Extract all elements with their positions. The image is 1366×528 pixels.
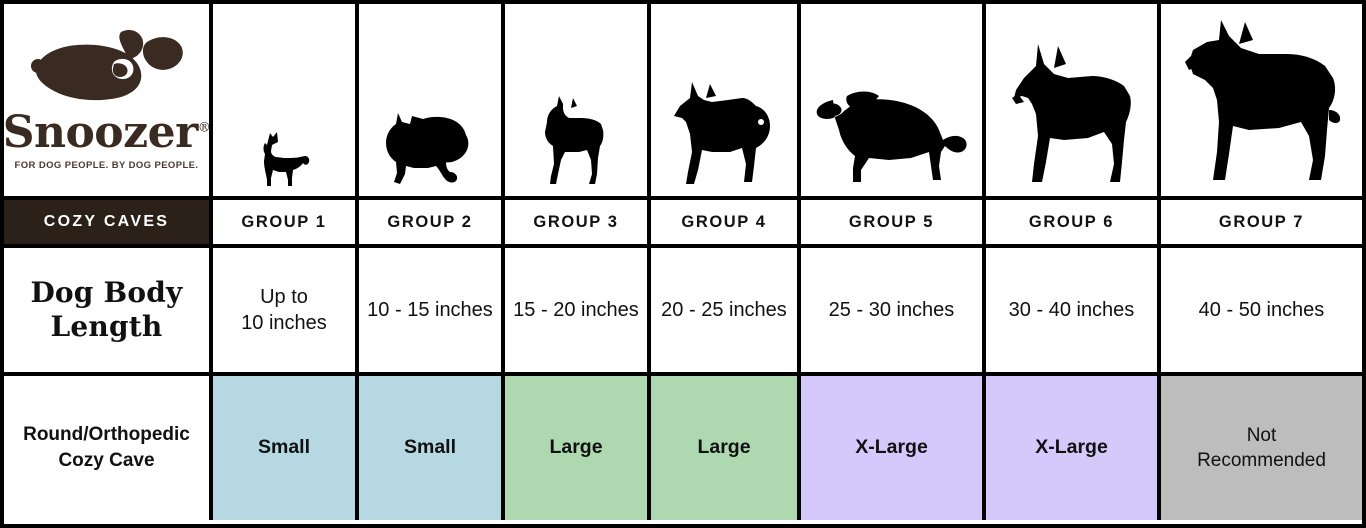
body-length-value-group-2: 10 - 15 inches — [359, 248, 505, 376]
row-label-round-orthopedic-cozy-cave: Round/Orthopedic Cozy Cave — [4, 376, 213, 520]
recommendation-value-group-1: Small — [257, 436, 311, 459]
recommendation-value-group-7-line1: Not — [1246, 424, 1277, 446]
cozy-cave-label-line2: Cozy Cave — [58, 450, 155, 471]
body-length-line1-group-2: 10 - 15 inches — [367, 298, 493, 321]
dog-silhouette-cell-group-3 — [505, 4, 651, 200]
dog-body-length-label-line1: Dog Body — [30, 275, 183, 309]
body-length-line1-group-6: 30 - 40 inches — [1008, 298, 1135, 321]
body-length-line1-group-7: 40 - 50 inches — [1198, 298, 1325, 321]
chihuahua-silhouette-icon — [256, 128, 312, 190]
product-line-label: COZY CAVES — [4, 200, 213, 248]
brand-wordmark-text: Snoozer — [4, 106, 198, 158]
size-chart-grid: Snoozer® FOR DOG PEOPLE. BY DOG PEOPLE. — [4, 4, 1362, 524]
body-length-line1-group-5: 25 - 30 inches — [828, 298, 955, 321]
recommendation-value-group-2: Small — [403, 436, 457, 459]
dog-silhouette-cell-group-2 — [359, 4, 505, 200]
recommendation-value-group-5: X-Large — [855, 436, 928, 459]
group-header-4: GROUP 4 — [651, 200, 801, 248]
great-dane-silhouette-icon — [1183, 18, 1341, 190]
snoozer-dog-logo-icon — [25, 26, 189, 109]
dog-body-length-label-line2: Length — [50, 310, 163, 343]
pomeranian-silhouette-icon — [384, 110, 476, 190]
body-length-line1-group-3: 15 - 20 inches — [513, 298, 639, 321]
group-header-3: GROUP 3 — [505, 200, 651, 248]
brand-logo-cell: Snoozer® FOR DOG PEOPLE. BY DOG PEOPLE. — [4, 4, 213, 200]
body-length-value-group-5: 25 - 30 inches — [801, 248, 986, 376]
group-header-5: GROUP 5 — [801, 200, 986, 248]
recommendation-value-group-4: Large — [697, 436, 751, 459]
body-length-value-group-1: Up to 10 inches — [213, 248, 359, 376]
group-header-2: GROUP 2 — [359, 200, 505, 248]
dog-silhouette-cell-group-6 — [986, 4, 1161, 200]
brand-wordmark: Snoozer® — [4, 110, 211, 155]
recommendation-cell-group-1: Small — [213, 376, 359, 520]
group-header-6: GROUP 6 — [986, 200, 1161, 248]
body-length-value-group-6: 30 - 40 inches — [986, 248, 1161, 376]
body-length-line1-group-1: Up to — [260, 285, 308, 308]
row-label-dog-body-length: Dog Body Length — [4, 248, 213, 376]
body-length-line2-group-1: 10 inches — [241, 312, 327, 334]
body-length-line1-group-4: 20 - 25 inches — [661, 298, 787, 321]
recommendation-cell-group-7: Not Recommended — [1161, 376, 1362, 520]
recommendation-cell-group-3: Large — [505, 376, 651, 520]
recommendation-value-group-6: X-Large — [1035, 436, 1108, 459]
recommendation-cell-group-4: Large — [651, 376, 801, 520]
boston-terrier-silhouette-icon — [539, 94, 613, 190]
body-length-value-group-4: 20 - 25 inches — [651, 248, 801, 376]
dog-silhouette-cell-group-1 — [213, 4, 359, 200]
doberman-silhouette-icon — [1008, 40, 1136, 190]
group-header-7: GROUP 7 — [1161, 200, 1362, 248]
recommendation-value-group-7-line2: Recommended — [1197, 450, 1326, 471]
recommendation-cell-group-2: Small — [359, 376, 505, 520]
dog-silhouette-cell-group-4 — [651, 4, 801, 200]
recommendation-cell-group-6: X-Large — [986, 376, 1161, 520]
recommendation-cell-group-5: X-Large — [801, 376, 986, 520]
golden-retriever-silhouette-icon — [813, 74, 971, 190]
registered-trademark-icon: ® — [197, 119, 211, 135]
body-length-value-group-7: 40 - 50 inches — [1161, 248, 1362, 376]
cozy-cave-label-line1: Round/Orthopedic — [23, 423, 190, 445]
dog-silhouette-cell-group-7 — [1161, 4, 1362, 200]
body-length-value-group-3: 15 - 20 inches — [505, 248, 651, 376]
dog-silhouette-cell-group-5 — [801, 4, 986, 200]
recommendation-value-group-3: Large — [549, 436, 603, 459]
shiba-inu-silhouette-icon — [668, 78, 780, 190]
brand-tagline: FOR DOG PEOPLE. BY DOG PEOPLE. — [14, 159, 199, 171]
group-header-1: GROUP 1 — [213, 200, 359, 248]
